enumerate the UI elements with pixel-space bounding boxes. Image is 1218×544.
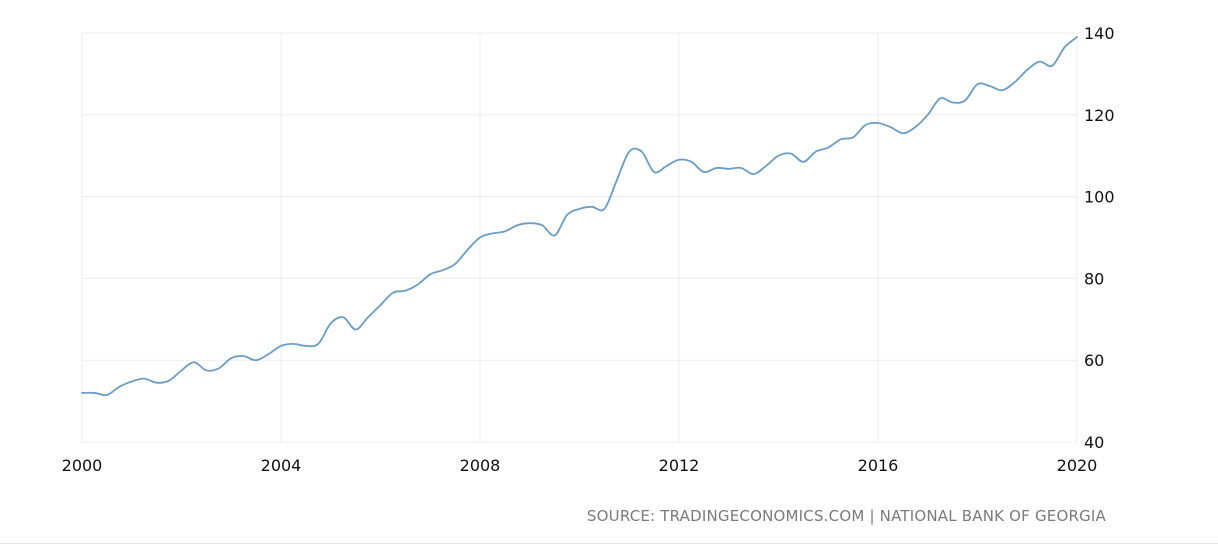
y-tick-label: 100 xyxy=(1084,188,1115,207)
y-tick-label: 60 xyxy=(1084,351,1104,370)
y-tick-label: 120 xyxy=(1084,106,1115,125)
x-tick-label: 2012 xyxy=(659,456,700,475)
series-line xyxy=(81,36,1078,397)
x-tick-label: 2020 xyxy=(1057,456,1098,475)
y-tick-label: 80 xyxy=(1084,269,1104,288)
x-tick-label: 2016 xyxy=(858,456,899,475)
series-layer xyxy=(81,36,1078,397)
y-tick-label: 40 xyxy=(1084,433,1104,452)
x-tick-label: 2008 xyxy=(460,456,501,475)
y-axis-ticks: 40 60 80 100 120 140 xyxy=(1084,24,1115,452)
y-tick-label: 140 xyxy=(1084,24,1115,43)
x-tick-label: 2000 xyxy=(62,456,103,475)
x-axis-ticks: 2000 2004 2008 2012 2016 2020 xyxy=(62,456,1098,475)
source-label: SOURCE: TRADINGECONOMICS.COM | NATIONAL … xyxy=(587,507,1107,525)
x-tick-label: 2004 xyxy=(261,456,302,475)
vertical-grid xyxy=(81,33,1078,442)
horizontal-grid xyxy=(82,32,1077,443)
